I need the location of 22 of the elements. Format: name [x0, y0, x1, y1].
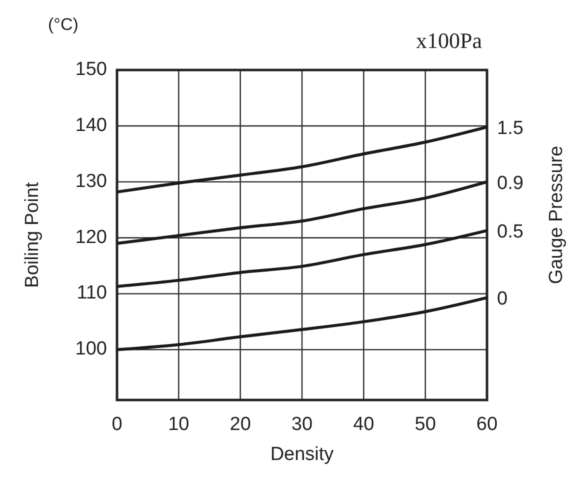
series-label: 0.5 — [497, 222, 524, 243]
y2-axis-title: Gauge Pressure — [546, 146, 567, 284]
x-tick-label: 10 — [168, 414, 190, 435]
text: (°C) — [48, 15, 78, 34]
x-tick-label: 0 — [112, 414, 122, 435]
y-tick-label: 100 — [75, 338, 107, 360]
y-tick-label: 140 — [75, 114, 107, 136]
x-tick-label: 60 — [476, 414, 498, 435]
series-label: 0 — [497, 288, 508, 310]
y-tick-label: 130 — [75, 170, 107, 192]
series-label: 1.5 — [497, 118, 524, 140]
x-tick-label: 30 — [291, 414, 313, 435]
series-label: 0.9 — [497, 172, 524, 194]
y-tick-label: 150 — [75, 59, 107, 80]
y-axis-title: Boiling Point — [22, 181, 43, 288]
x-axis-title: Density — [270, 444, 334, 465]
x-tick-label: 50 — [414, 414, 436, 435]
text: x100Pa — [416, 28, 482, 53]
x-tick-label: 20 — [230, 414, 251, 435]
y-tick-label: 120 — [75, 226, 107, 248]
x-tick-label: 40 — [353, 414, 374, 435]
y-tick-label: 110 — [76, 282, 107, 304]
